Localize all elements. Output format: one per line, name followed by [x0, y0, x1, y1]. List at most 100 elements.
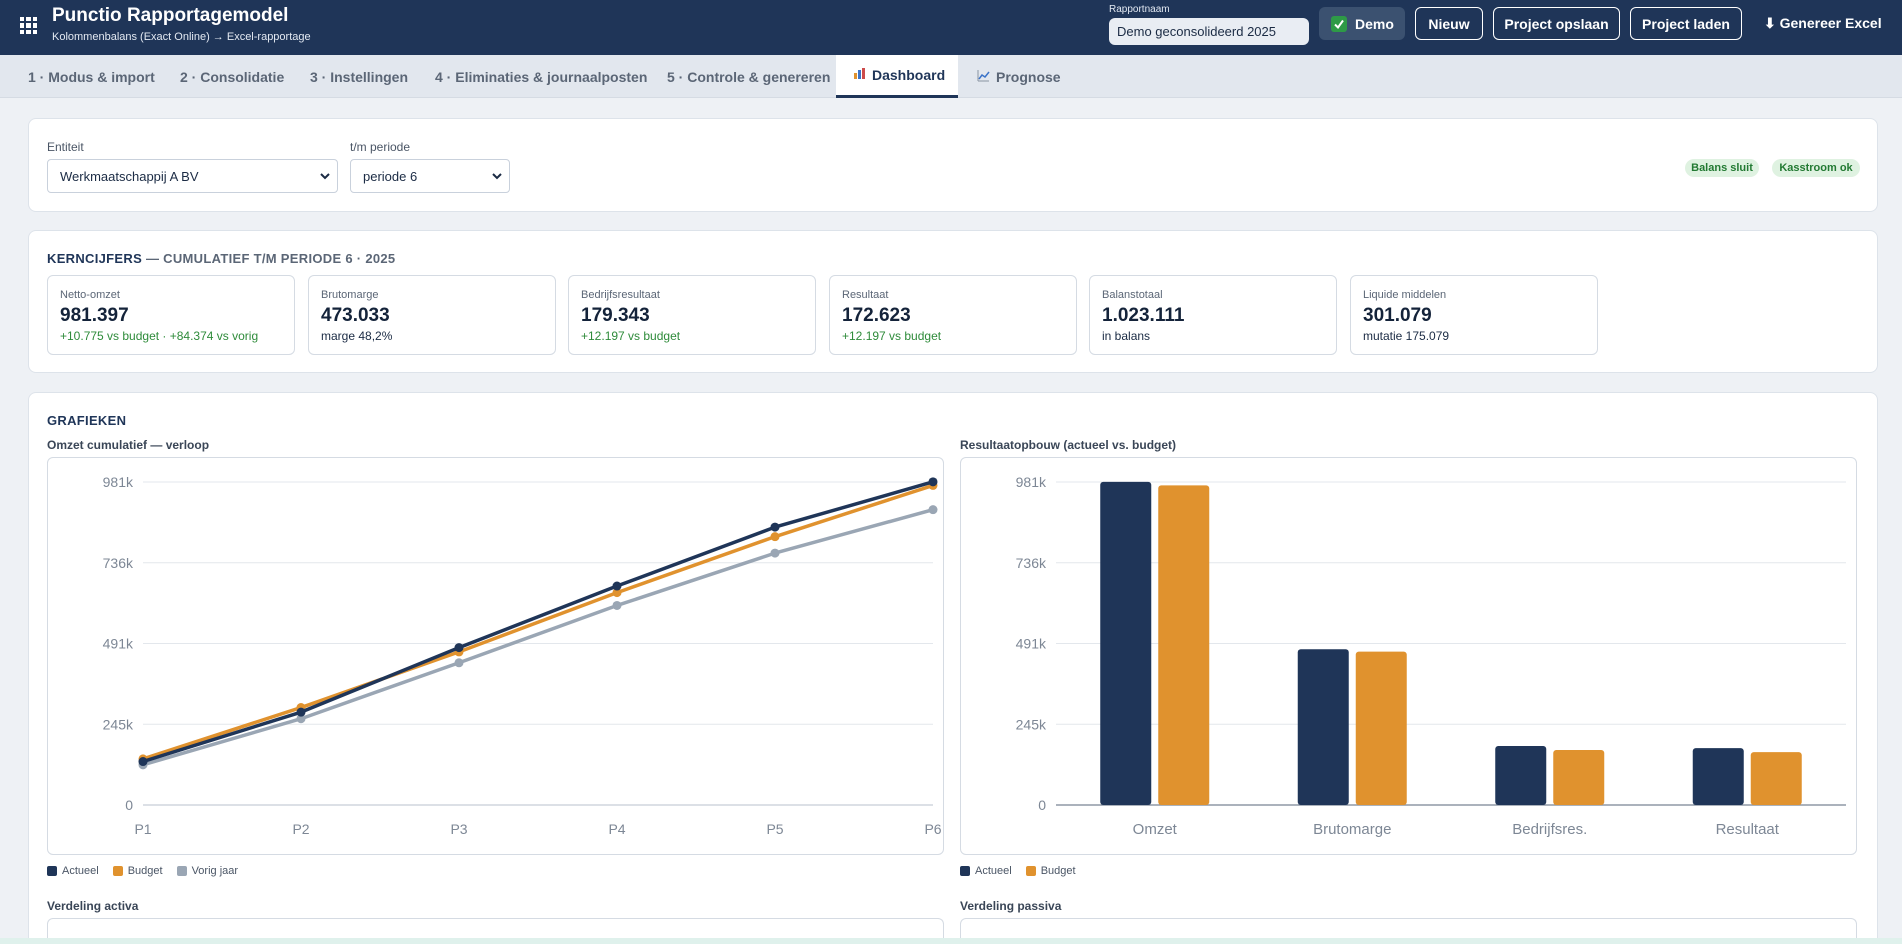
period-select[interactable]: periode 6	[350, 159, 510, 193]
y-tick-label: 981k	[1016, 474, 1047, 490]
bar-chart-icon	[853, 67, 866, 83]
legend-label: Actueel	[975, 865, 1012, 877]
x-tick-label: P3	[450, 821, 467, 837]
legend-swatch	[47, 866, 57, 876]
legend-item-budget: Budget	[1025, 865, 1076, 877]
kpi-label: Liquide middelen	[1363, 289, 1447, 301]
tab-dashboard-label: Dashboard	[872, 67, 946, 83]
legend-label: Actueel	[62, 865, 99, 877]
tab-consolidatie[interactable]: 2 · Consolidatie	[180, 68, 285, 85]
data-point	[928, 505, 938, 515]
kpi-tile-balanstotaal: Balanstotaal 1.023.111 in balans	[1089, 275, 1337, 355]
y-tick-label: 0	[1038, 797, 1046, 813]
status-badge-kasstroom: Kasstroom ok	[1772, 159, 1860, 177]
y-tick-label: 491k	[1016, 636, 1047, 652]
bar-chart-box: 0 245k 491k 736k 981k Omzet Brutomarge Bedrijfs…	[960, 457, 1857, 855]
x-tick-label: P1	[134, 821, 151, 837]
series-line-actueel	[142, 480, 934, 764]
passiva-chart-title: Verdeling passiva	[960, 899, 1062, 913]
demo-toggle[interactable]: Demo	[1319, 7, 1405, 40]
tab-eliminaties[interactable]: 4 · Eliminaties & journaalposten	[435, 68, 648, 85]
kpi-label: Brutomarge	[321, 289, 379, 301]
line-chart-legend: Actueel Budget Vorig jaar	[47, 865, 252, 877]
tab-bar: 1 · Modus & import 2 · Consolidatie 3 · …	[0, 55, 1902, 98]
entity-select[interactable]: Werkmaatschappij A BV	[47, 159, 338, 193]
tab-controle-genereren[interactable]: 5 · Controle & genereren	[667, 68, 831, 85]
kpi-sub: +12.197 vs budget	[842, 329, 942, 343]
bar-actueel	[1692, 748, 1744, 805]
series-line-budget	[142, 483, 934, 761]
line-chart-box: 0 245k 491k 736k 981k P1 P2 P3 P4 P5 P6	[47, 457, 944, 855]
tab-modus-import[interactable]: 1 · Modus & import	[28, 68, 155, 85]
grid-logo-icon	[20, 17, 37, 34]
bar-actueel	[1297, 649, 1349, 805]
data-point	[454, 658, 464, 668]
line-chart: 0 245k 491k 736k 981k P1 P2 P3 P4 P5 P6	[103, 474, 942, 837]
entity-value: Werkmaatschappij A BV	[60, 168, 199, 184]
kpi-card: KERNCIJFERS — CUMULATIEF T/M PERIODE 6 ·…	[28, 230, 1878, 373]
legend-swatch	[176, 866, 187, 876]
y-tick-label: 245k	[1016, 716, 1047, 732]
kpi-label: Resultaat	[842, 289, 889, 301]
chevron-down-icon	[320, 173, 330, 180]
new-button[interactable]: Nieuw	[1415, 7, 1483, 40]
kpi-value: 301.079	[1363, 305, 1432, 326]
generate-excel-button[interactable]: ⬇ Genereer Excel	[1764, 15, 1882, 31]
tab-prognose[interactable]: Prognose	[960, 55, 1078, 98]
tab-instellingen[interactable]: 3 · Instellingen	[310, 68, 409, 85]
chevron-down-icon	[492, 173, 502, 180]
y-tick-label: 0	[125, 797, 133, 813]
period-value: periode 6	[363, 168, 418, 184]
report-name-input[interactable]	[1109, 18, 1309, 45]
report-name-label: Rapportnaam	[1109, 4, 1170, 15]
bar-actueel	[1495, 745, 1547, 805]
legend-item-budget: Budget	[112, 865, 163, 877]
kpi-value: 1.023.111	[1102, 305, 1185, 326]
activa-chart-title: Verdeling activa	[47, 899, 139, 913]
legend-item-vorig-jaar: Vorig jaar	[176, 865, 238, 877]
kpi-label: Balanstotaal	[1102, 289, 1163, 301]
bottom-strip	[0, 938, 1902, 944]
y-tick-label: 736k	[1016, 555, 1047, 571]
line-chart-icon	[977, 69, 990, 85]
legend-swatch	[112, 866, 123, 876]
series-line-vorig-jaar	[142, 507, 934, 767]
kpi-tile-bedrijfsresultaat: Bedrijfsresultaat 179.343 +12.197 vs bud…	[568, 275, 816, 355]
kpi-tile-liquide-middelen: Liquide middelen 301.079 mutatie 175.079	[1350, 275, 1598, 355]
demo-label: Demo	[1355, 15, 1394, 32]
tab-prognose-label: Prognose	[996, 68, 1061, 85]
period-label: t/m periode	[350, 140, 411, 154]
kpi-sub: in balans	[1102, 329, 1151, 343]
data-point	[296, 714, 306, 724]
app-title: Punctio Rapportagemodel	[52, 5, 289, 26]
data-point	[612, 588, 622, 598]
kpi-value: 473.033	[321, 305, 390, 326]
top-bar: Punctio Rapportagemodel Kolommenbalans (…	[0, 0, 1902, 55]
kpi-subtitle: — CUMULATIEF T/M PERIODE 6 · 2025	[145, 251, 396, 266]
bar-chart: 0 245k 491k 736k 981k Omzet Brutomarge Bedrijfs…	[1016, 474, 1846, 838]
x-tick-label: Omzet	[1133, 821, 1178, 838]
bar-budget	[1355, 651, 1407, 805]
data-point	[770, 522, 780, 532]
kpi-tile-resultaat: Resultaat 172.623 +12.197 vs budget	[829, 275, 1077, 355]
x-tick-label: P4	[608, 821, 625, 837]
kpi-label: Bedrijfsresultaat	[581, 289, 660, 301]
tab-dashboard[interactable]: Dashboard	[836, 55, 958, 98]
app-subtitle: Kolommenbalans (Exact Online) → Excel-ra…	[52, 31, 311, 43]
charts-card: GRAFIEKEN Omzet cumulatief — verloop 0 24…	[28, 392, 1878, 944]
x-tick-label: P6	[924, 821, 941, 837]
bar-budget	[1158, 485, 1210, 805]
filter-card: Entiteit Werkmaatschappij A BV t/m perio…	[28, 118, 1878, 212]
data-point	[612, 581, 622, 591]
legend-swatch	[960, 866, 970, 876]
kpi-tile-netto-omzet: Netto-omzet 981.397 +10.775 vs budget · …	[47, 275, 295, 355]
data-point	[296, 707, 306, 717]
bar-budget	[1750, 752, 1802, 805]
bar-chart-legend: Actueel Budget	[960, 865, 1090, 877]
kpi-value: 179.343	[581, 305, 650, 326]
data-point	[770, 548, 780, 558]
legend-label: Budget	[1040, 865, 1076, 877]
load-project-button[interactable]: Project laden	[1630, 7, 1742, 40]
kpi-sub: mutatie 175.079	[1363, 329, 1450, 343]
save-project-button[interactable]: Project opslaan	[1493, 7, 1620, 40]
